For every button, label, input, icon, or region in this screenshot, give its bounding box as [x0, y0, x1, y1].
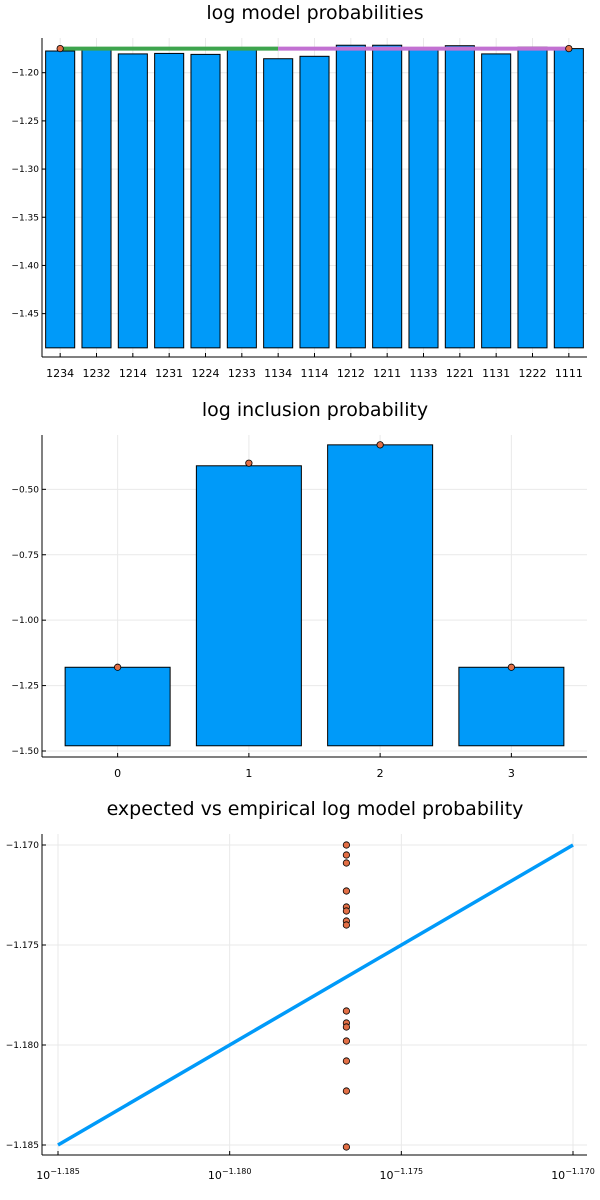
chart1-x-tick-label: 1131	[482, 367, 510, 380]
chart1-y-tick-label: −1.25	[11, 117, 39, 127]
chart1-x-tick-label: 1221	[446, 367, 474, 380]
chart2-x-tick-label: 1	[245, 767, 252, 780]
chart1-y-tick-label: −1.20	[11, 69, 39, 79]
chart1-marker-1234	[56, 45, 64, 53]
chart1-x-tick-label: 1114	[301, 367, 329, 380]
chart2-x-tick-label: 0	[114, 767, 121, 780]
chart1-x-tick-label: 1111	[555, 367, 583, 380]
chart2-y-tick-label: −0.75	[11, 551, 39, 561]
chart3-y-tick-label: −1.185	[6, 1141, 39, 1151]
chart3-scatter-point	[342, 887, 350, 895]
bar-3	[458, 666, 565, 747]
bar-2	[327, 444, 434, 747]
chart3-scatter-point	[342, 851, 350, 859]
bar-0	[64, 666, 171, 747]
chart2-y-tick-label: −1.25	[11, 682, 39, 692]
chart3-y-tick-label: −1.175	[6, 941, 39, 951]
chart1-y-tick-label: −1.40	[11, 261, 39, 271]
bar-1222	[517, 46, 548, 349]
bar-1131	[481, 53, 512, 349]
bar-1234	[45, 50, 76, 349]
chart1-marker-1111	[565, 45, 573, 53]
chart1-x-tick-label: 1212	[337, 367, 365, 380]
chart1-x-tick-label: 1222	[519, 367, 547, 380]
chart3-scatter-point	[342, 1023, 350, 1031]
chart3-y-tick-label: −1.170	[6, 841, 40, 851]
inclusion-probability-chart: log inclusion probability 0 1 2 3 −0.50 −0.7…	[11, 399, 587, 780]
chart2-marker-1	[245, 459, 253, 467]
chart2-y-tick-label: −1.00	[11, 616, 39, 626]
chart3-scatter-point	[342, 1007, 350, 1015]
chart3-x-tick-label: 10−1.175	[380, 1167, 424, 1182]
bar-1	[195, 465, 302, 747]
chart3-scatter-point	[342, 921, 350, 929]
bar-1114	[299, 55, 330, 349]
chart2-x-tick-label: 3	[508, 767, 515, 780]
chart3-scatter-point	[342, 1037, 350, 1045]
chart3-x-tick-label: 10−1.185	[36, 1167, 80, 1182]
chart3-y-tick-label: −1.180	[6, 1041, 40, 1051]
chart3-scatter-point	[342, 1143, 350, 1151]
bar-1221	[444, 45, 475, 349]
chart3-x-tick-label: 10−1.180	[208, 1167, 252, 1182]
bar-1214	[117, 53, 148, 349]
chart3-scatter-point	[342, 907, 350, 915]
chart1-y-tick-label: −1.35	[11, 213, 39, 223]
chart2-marker-3	[507, 663, 515, 671]
bar-1212	[335, 44, 366, 349]
chart1-y-tick-label: −1.30	[11, 165, 39, 175]
chart1-x-tick-label: 1232	[83, 367, 111, 380]
bar-1224	[190, 53, 221, 349]
chart3-identity-line	[57, 843, 574, 1147]
chart1-x-tick-label: 1231	[155, 367, 183, 380]
chart1-x-tick-label: 1234	[46, 367, 74, 380]
bar-1211	[372, 44, 403, 349]
chart1-x-tick-label: 1224	[192, 367, 220, 380]
chart2-y-tick-label: −1.50	[11, 747, 39, 757]
bar-1111	[553, 48, 584, 349]
chart2-marker-0	[114, 663, 122, 671]
chart2-y-tick-label: −0.50	[11, 485, 39, 495]
chart3-scatter-point	[342, 859, 350, 867]
chart1-title: log model probabilities	[206, 2, 423, 24]
chart1-x-tick-label: 1133	[410, 367, 438, 380]
chart1-x-tick-label: 1134	[264, 367, 292, 380]
chart1-y-tick-label: −1.45	[11, 310, 39, 320]
chart3-scatter-point	[342, 841, 350, 849]
expected-vs-empirical-chart: expected vs empirical log model probabil…	[6, 798, 595, 1182]
chart1-x-tick-label: 1214	[119, 367, 147, 380]
bar-1133	[408, 48, 439, 349]
bar-1231	[154, 52, 185, 349]
chart1-x-tick-label: 1211	[373, 367, 401, 380]
chart3-scatter-point	[342, 1087, 350, 1095]
chart3-title: expected vs empirical log model probabil…	[107, 798, 524, 820]
chart1-x-tick-label: 1233	[228, 367, 256, 380]
chart2-marker-2	[376, 441, 384, 449]
chart3-x-tick-label: 10−1.170	[551, 1167, 595, 1182]
model-probabilities-chart: log model probabilities 1234 1232 1214 1231…	[11, 2, 587, 380]
bar-1134	[263, 58, 294, 349]
chart2-x-tick-label: 2	[377, 767, 384, 780]
bar-1232	[81, 47, 112, 349]
chart2-title: log inclusion probability	[202, 399, 428, 421]
chart3-scatter-point	[342, 1057, 350, 1065]
bar-1233	[226, 47, 257, 349]
